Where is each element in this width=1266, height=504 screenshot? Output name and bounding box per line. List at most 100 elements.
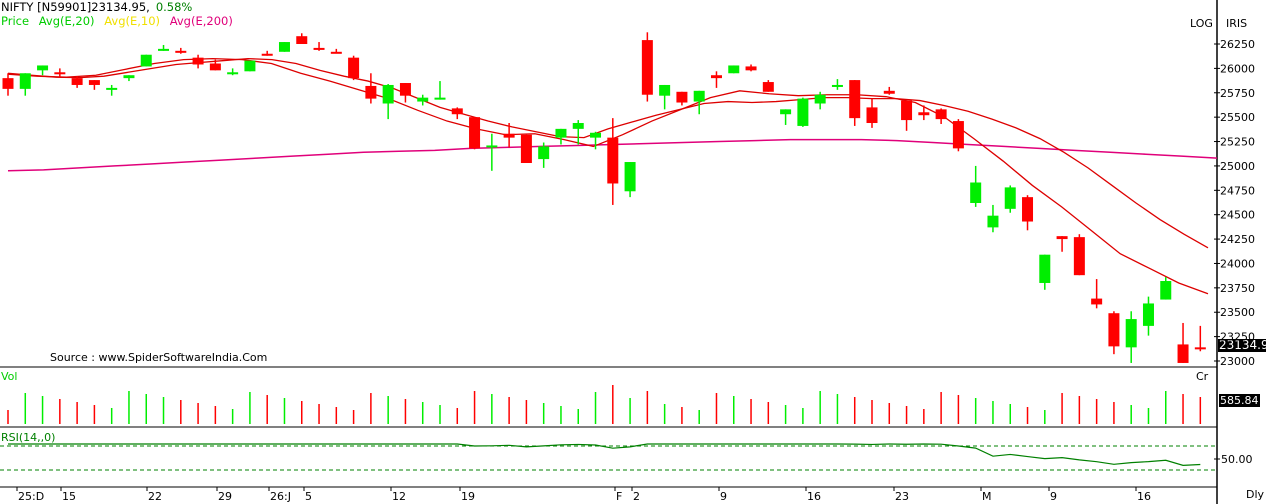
candle[interactable]	[762, 80, 774, 92]
candle[interactable]	[659, 84, 671, 110]
y-tick-label: 24500	[1220, 209, 1255, 222]
candle[interactable]	[37, 65, 49, 76]
candle[interactable]	[607, 118, 619, 205]
legend-avg-e20[interactable]: Avg(E,20)	[38, 14, 95, 28]
candle[interactable]	[745, 64, 757, 72]
candle[interactable]	[88, 80, 100, 90]
candle[interactable]	[676, 91, 688, 106]
symbol-quote: NIFTY [N59901]23134.95,	[1, 0, 150, 14]
volume-unit: Cr	[1196, 370, 1209, 383]
volume-panel-label: Vol	[1, 370, 18, 383]
candle[interactable]	[883, 86, 895, 95]
candle[interactable]	[901, 100, 913, 131]
y-tick-label: 23750	[1220, 282, 1255, 295]
candle[interactable]	[624, 162, 636, 198]
candle[interactable]	[555, 128, 567, 145]
candle[interactable]	[192, 54, 204, 69]
y-tick-label: 23000	[1220, 355, 1255, 368]
candle[interactable]	[451, 107, 463, 120]
candle[interactable]	[417, 94, 429, 106]
candle[interactable]	[54, 68, 66, 78]
x-tick-label: M	[982, 490, 992, 503]
candle[interactable]	[227, 68, 239, 76]
candle[interactable]	[572, 120, 584, 145]
rsi-panel-label: RSI(14,,0)	[1, 431, 56, 444]
legend-avg-e200[interactable]: Avg(E,200)	[169, 14, 233, 28]
candle[interactable]	[831, 79, 843, 90]
candle[interactable]	[330, 48, 342, 54]
candle[interactable]	[641, 32, 653, 102]
candle[interactable]	[296, 33, 308, 44]
candle[interactable]	[1177, 322, 1189, 363]
candle[interactable]	[434, 81, 446, 100]
candle[interactable]	[1056, 236, 1068, 252]
candle[interactable]	[313, 42, 325, 51]
candle[interactable]	[123, 75, 135, 82]
candle[interactable]	[1108, 311, 1120, 355]
x-tick-label: 16	[1137, 490, 1151, 503]
interval-label[interactable]: Dly	[1246, 488, 1265, 501]
y-tick-label: 26250	[1220, 38, 1255, 51]
candle[interactable]	[952, 119, 964, 152]
candle[interactable]	[866, 98, 878, 128]
candle[interactable]	[382, 83, 394, 120]
candle[interactable]	[486, 133, 498, 171]
last-price-marker: 23134.9	[1218, 339, 1266, 352]
x-tick-label: 16	[807, 490, 821, 503]
log-scale-toggle[interactable]: LOG	[1190, 17, 1213, 30]
candle[interactable]	[71, 76, 83, 88]
candle[interactable]	[158, 44, 170, 51]
x-tick-label: 9	[1050, 490, 1057, 503]
candle[interactable]	[538, 142, 550, 168]
ema20-line	[7, 57, 1209, 249]
candle[interactable]	[970, 165, 982, 207]
x-tick-label: 2	[633, 490, 640, 503]
candle[interactable]	[209, 59, 221, 71]
candle[interactable]	[1160, 277, 1172, 300]
x-tick-label: 23	[895, 490, 909, 503]
candle[interactable]	[520, 134, 532, 163]
candle[interactable]	[399, 83, 411, 103]
candle[interactable]	[1194, 325, 1206, 352]
candle[interactable]	[780, 109, 792, 125]
candle[interactable]	[814, 91, 826, 110]
candle[interactable]	[503, 123, 515, 148]
candle[interactable]	[261, 50, 273, 56]
x-tick-label: 9	[720, 490, 727, 503]
candle[interactable]	[278, 42, 290, 52]
legend-avg-e10[interactable]: Avg(E,10)	[104, 14, 161, 28]
candle[interactable]	[1091, 279, 1103, 309]
candle[interactable]	[140, 54, 152, 67]
candle[interactable]	[365, 73, 377, 104]
candle[interactable]	[710, 71, 722, 88]
candle[interactable]	[797, 97, 809, 127]
candle[interactable]	[728, 65, 740, 74]
candle[interactable]	[175, 47, 187, 54]
symbol-header: NIFTY [N59901]23134.95, 0.58%	[1, 1, 192, 14]
candle[interactable]	[1004, 185, 1016, 213]
candle[interactable]	[348, 55, 360, 81]
candle[interactable]	[469, 117, 481, 150]
candle[interactable]	[849, 80, 861, 126]
x-tick-label: 26:J	[270, 490, 291, 503]
candle[interactable]	[935, 108, 947, 124]
candle[interactable]	[19, 73, 31, 96]
candle[interactable]	[244, 60, 256, 72]
x-tick-label: 19	[461, 490, 475, 503]
candle[interactable]	[1125, 311, 1137, 363]
candle[interactable]	[918, 105, 930, 121]
candle[interactable]	[1039, 254, 1051, 290]
candle[interactable]	[590, 131, 602, 150]
candle[interactable]	[1022, 195, 1034, 231]
legend-price[interactable]: Price	[1, 14, 30, 28]
change-percent: 0.58%	[155, 0, 193, 14]
candle[interactable]	[106, 84, 118, 96]
candle[interactable]	[2, 73, 14, 96]
y-tick-label: 24250	[1220, 233, 1255, 246]
candle[interactable]	[987, 204, 999, 233]
y-tick-label: 25250	[1220, 136, 1255, 149]
candle[interactable]	[1073, 234, 1085, 276]
candle[interactable]	[1142, 296, 1154, 336]
candle[interactable]	[693, 90, 705, 115]
